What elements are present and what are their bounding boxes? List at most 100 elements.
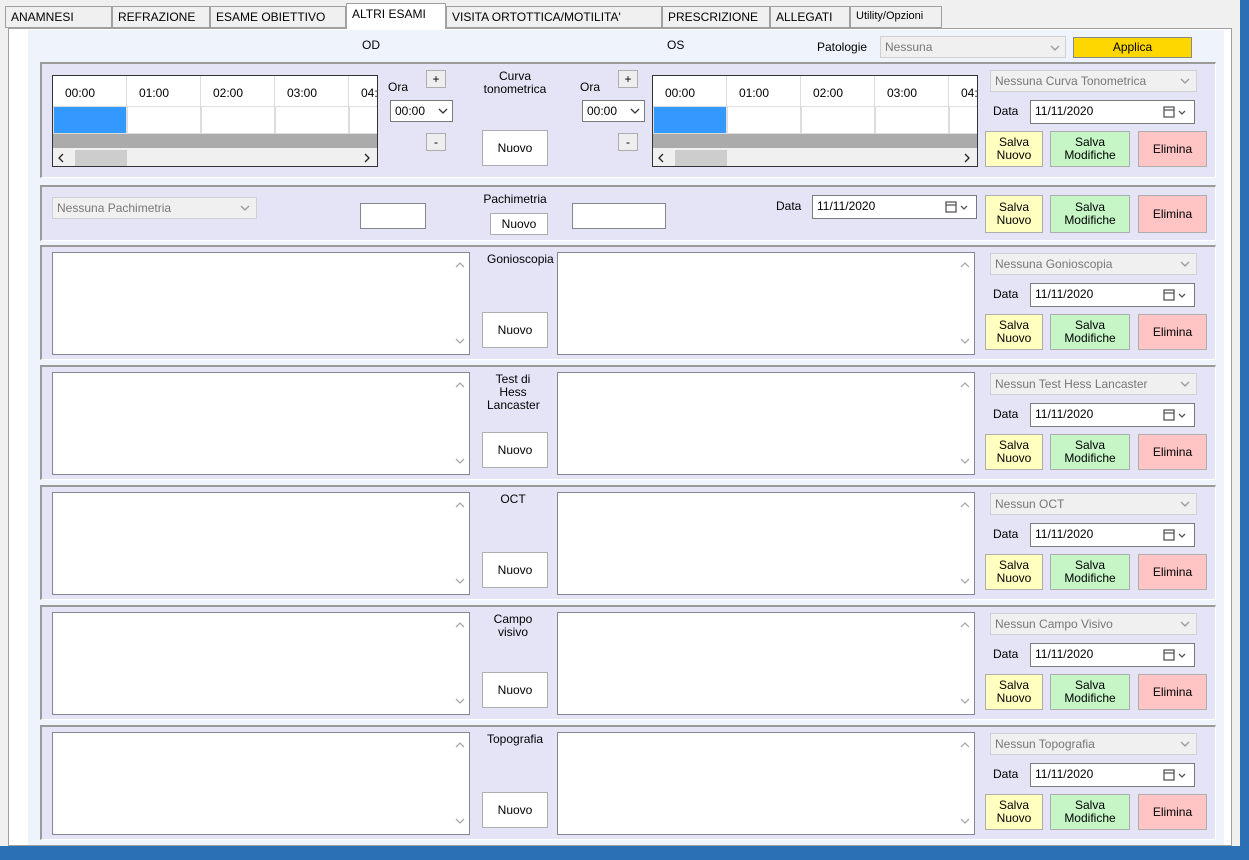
save-changes-button[interactable]: Salva Modifiche bbox=[1050, 794, 1130, 830]
od-input[interactable] bbox=[360, 203, 426, 229]
delete-button[interactable]: Elimina bbox=[1138, 314, 1207, 350]
scroll-down bbox=[960, 458, 970, 464]
save-changes-button[interactable]: Salva Modifiche bbox=[1050, 434, 1130, 470]
os-textarea[interactable] bbox=[557, 732, 975, 835]
save-new-button[interactable]: Salva Nuovo bbox=[985, 674, 1043, 710]
minus-button[interactable]: - bbox=[618, 133, 638, 151]
save-new-button[interactable]: Salva Nuovo bbox=[985, 195, 1043, 233]
new-button[interactable]: Nuovo bbox=[482, 312, 548, 348]
delete-button[interactable]: Elimina bbox=[1138, 554, 1207, 590]
delete-button[interactable]: Elimina bbox=[1138, 674, 1207, 710]
delete-button[interactable]: Elimina bbox=[1138, 434, 1207, 470]
delete-button[interactable]: Elimina bbox=[1138, 195, 1207, 233]
exam-combo[interactable]: Nessun OCT bbox=[990, 493, 1197, 515]
save-changes-button[interactable]: Salva Modifiche bbox=[1050, 131, 1130, 167]
exam-combo[interactable]: Nessuna Curva Tonometrica bbox=[990, 70, 1197, 92]
save-new-button[interactable]: Salva Nuovo bbox=[985, 794, 1043, 830]
od-textarea[interactable] bbox=[52, 252, 470, 355]
select-arrow-glyph bbox=[438, 108, 448, 114]
plus-button[interactable]: + bbox=[426, 70, 446, 88]
os-textarea[interactable] bbox=[557, 372, 975, 475]
minus-button[interactable]: - bbox=[426, 133, 446, 151]
tonometry-grid[interactable]: 00:00 01:00 02:00 03:00 04: bbox=[52, 75, 378, 167]
hour-select[interactable]: 00:00 bbox=[390, 100, 453, 122]
tab[interactable]: PRESCRIZIONE bbox=[662, 6, 770, 28]
tab[interactable]: Utility/Opzioni bbox=[850, 6, 942, 28]
exam-combo[interactable]: Nessuna Gonioscopia bbox=[990, 253, 1197, 275]
save-changes-button[interactable]: Salva Modifiche bbox=[1050, 314, 1130, 350]
grid-cell[interactable] bbox=[875, 106, 949, 134]
os-textarea[interactable] bbox=[557, 252, 975, 355]
tab[interactable]: ALTRI ESAMI bbox=[346, 3, 446, 29]
save-changes-button[interactable]: Salva Modifiche bbox=[1050, 195, 1130, 233]
exam-combo[interactable]: Nessun Test Hess Lancaster bbox=[990, 373, 1197, 395]
date-picker[interactable]: 11/11/2020 bbox=[1030, 403, 1195, 427]
od-textarea[interactable] bbox=[52, 612, 470, 715]
calendar-icon bbox=[1163, 769, 1186, 781]
combo-arrow bbox=[1180, 741, 1190, 747]
tab[interactable]: ANAMNESI bbox=[5, 6, 112, 28]
date-picker[interactable]: 11/11/2020 bbox=[812, 195, 977, 219]
combo-arrow bbox=[240, 205, 250, 211]
apply-button[interactable]: Applica bbox=[1073, 37, 1192, 58]
hour-select[interactable]: 00:00 bbox=[582, 100, 645, 122]
tab[interactable]: ALLEGATI bbox=[770, 6, 850, 28]
save-new-button[interactable]: Salva Nuovo bbox=[985, 131, 1043, 167]
section-title: Topografia bbox=[487, 732, 544, 746]
new-button[interactable]: Nuovo bbox=[490, 213, 548, 235]
grid-cell[interactable] bbox=[801, 106, 875, 134]
od-textarea[interactable] bbox=[52, 372, 470, 475]
calendar-icon bbox=[1163, 289, 1186, 301]
date-picker[interactable]: 11/11/2020 bbox=[1030, 643, 1195, 667]
save-new-button[interactable]: Salva Nuovo bbox=[985, 434, 1043, 470]
date-picker[interactable]: 11/11/2020 bbox=[1030, 763, 1195, 787]
save-changes-button[interactable]: Salva Modifiche bbox=[1050, 554, 1130, 590]
calendar-icon-glyph bbox=[945, 201, 968, 213]
grid-cell[interactable] bbox=[349, 106, 377, 134]
new-button[interactable]: Nuovo bbox=[482, 552, 548, 588]
new-button[interactable]: Nuovo bbox=[482, 792, 548, 828]
tonometry-grid[interactable]: 00:00 01:00 02:00 03:00 04: bbox=[652, 75, 978, 167]
grid-cell[interactable] bbox=[275, 106, 349, 134]
scroll-down bbox=[960, 578, 970, 584]
combo-arrow-glyph bbox=[1180, 78, 1190, 84]
save-changes-button[interactable]: Salva Modifiche bbox=[1050, 674, 1130, 710]
exam-combo[interactable]: Nessun Campo Visivo bbox=[990, 613, 1197, 635]
save-new-button[interactable]: Salva Nuovo bbox=[985, 554, 1043, 590]
pachymetry-combo[interactable]: Nessuna Pachimetria bbox=[52, 197, 257, 219]
save-new-button[interactable]: Salva Nuovo bbox=[985, 314, 1043, 350]
scroll-up-glyph bbox=[455, 622, 465, 628]
os-textarea[interactable] bbox=[557, 612, 975, 715]
date-picker[interactable]: 11/11/2020 bbox=[1030, 100, 1195, 124]
delete-button[interactable]: Elimina bbox=[1138, 794, 1207, 830]
plus-button[interactable]: + bbox=[618, 70, 638, 88]
os-input[interactable] bbox=[572, 203, 666, 229]
grid-cell[interactable] bbox=[201, 106, 275, 134]
tab[interactable]: ESAME OBIETTIVO bbox=[210, 6, 346, 28]
exam-combo[interactable]: Nessun Topografia bbox=[990, 733, 1197, 755]
scroll-down bbox=[960, 338, 970, 344]
grid-cell[interactable] bbox=[53, 106, 127, 134]
grid-cell[interactable] bbox=[949, 106, 977, 134]
new-button[interactable]: Nuovo bbox=[482, 130, 548, 166]
scroll-thumb bbox=[675, 150, 727, 166]
grid-cell[interactable] bbox=[127, 106, 201, 134]
od-textarea[interactable] bbox=[52, 492, 470, 595]
date-picker[interactable]: 11/11/2020 bbox=[1030, 523, 1195, 547]
tab[interactable]: VISITA ORTOTTICA/MOTILITA' bbox=[446, 6, 662, 28]
select-arrow bbox=[630, 108, 640, 114]
delete-button[interactable]: Elimina bbox=[1138, 131, 1207, 167]
new-button[interactable]: Nuovo bbox=[482, 432, 548, 468]
new-button[interactable]: Nuovo bbox=[482, 672, 548, 708]
scroll-up-glyph bbox=[960, 742, 970, 748]
grid-cell[interactable] bbox=[727, 106, 801, 134]
combo-arrow-glyph bbox=[1180, 501, 1190, 507]
pathology-combo[interactable]: Nessuna bbox=[880, 36, 1066, 58]
grid-header: 01:00 bbox=[727, 76, 801, 106]
tab[interactable]: REFRAZIONE bbox=[112, 6, 210, 28]
scroll-down bbox=[455, 338, 465, 344]
grid-cell[interactable] bbox=[653, 106, 727, 134]
od-textarea[interactable] bbox=[52, 732, 470, 835]
date-picker[interactable]: 11/11/2020 bbox=[1030, 283, 1195, 307]
os-textarea[interactable] bbox=[557, 492, 975, 595]
